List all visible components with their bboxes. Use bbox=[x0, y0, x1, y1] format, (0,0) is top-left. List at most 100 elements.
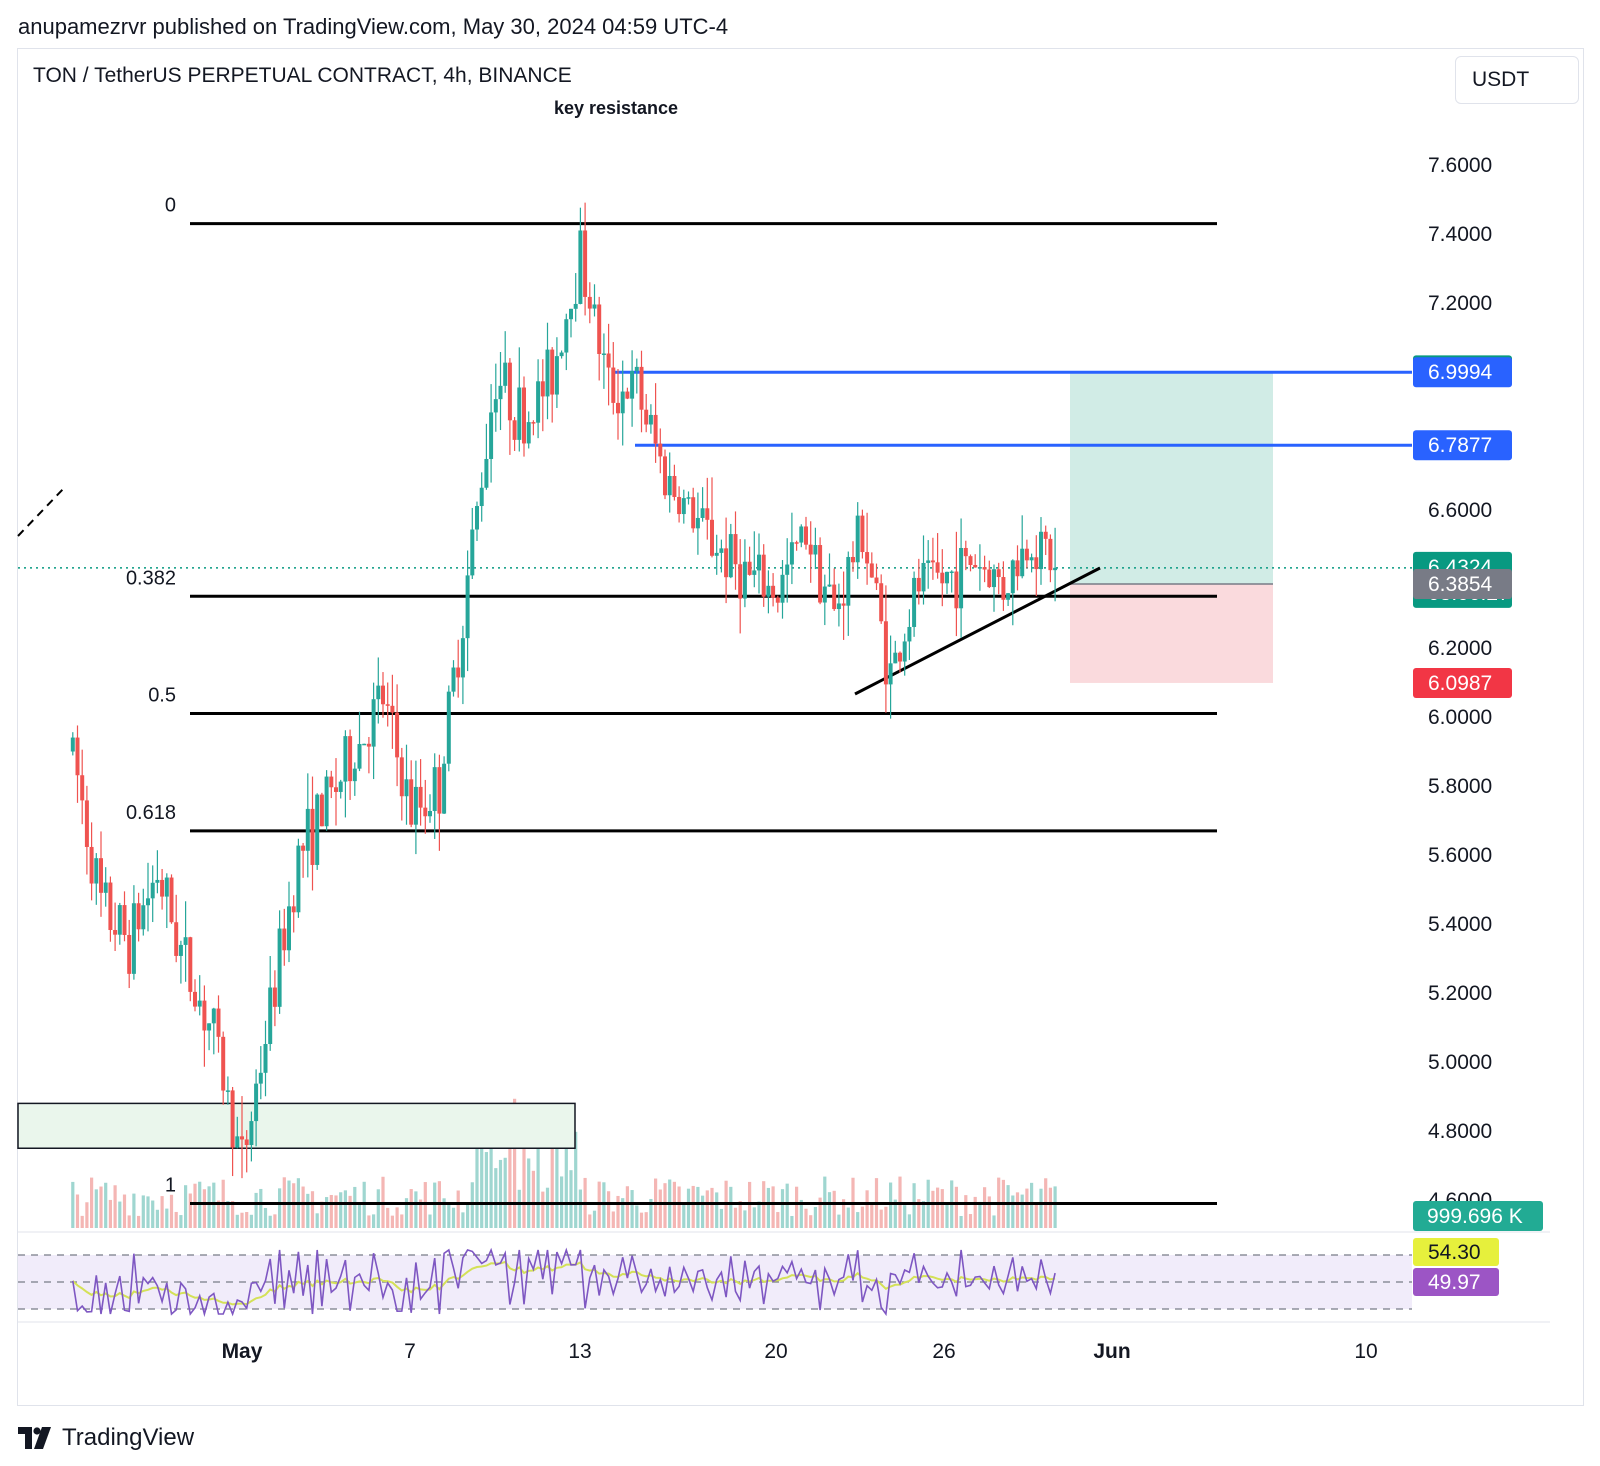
volume-bar bbox=[959, 1215, 963, 1228]
candle-body bbox=[959, 547, 964, 609]
volume-bar bbox=[414, 1191, 418, 1228]
volume-bar bbox=[259, 1188, 263, 1228]
currency-selector[interactable]: USDT bbox=[1455, 56, 1579, 104]
x-tick-label: 10 bbox=[1354, 1340, 1377, 1363]
volume-bar bbox=[639, 1212, 644, 1228]
candle-body bbox=[653, 414, 658, 444]
candle-body bbox=[357, 743, 362, 769]
volume-bar bbox=[447, 1202, 451, 1228]
volume-bar bbox=[912, 1183, 916, 1228]
candle-body bbox=[935, 562, 940, 573]
volume-bar bbox=[334, 1195, 338, 1228]
price-chart[interactable]: 0 0.382 0.5 0.618 1 key resistance 7.6000 7.40… bbox=[0, 0, 1600, 1410]
volume-bar bbox=[329, 1194, 333, 1228]
volume-bar bbox=[306, 1193, 310, 1228]
volume-bar bbox=[992, 1215, 996, 1228]
volume-bar bbox=[484, 1152, 488, 1228]
candle-body bbox=[343, 736, 348, 782]
candle-body bbox=[216, 1008, 221, 1037]
candle-body bbox=[611, 367, 616, 403]
candle-body bbox=[554, 356, 559, 395]
volume-bar bbox=[132, 1193, 136, 1228]
volume-bar bbox=[376, 1189, 380, 1228]
volume-bar bbox=[517, 1189, 521, 1228]
candle-body bbox=[301, 845, 306, 851]
chart-frame bbox=[17, 48, 1584, 1406]
y-tick-label: 6.0000 bbox=[1428, 706, 1492, 729]
volume-bar bbox=[550, 1131, 554, 1228]
candle-body bbox=[771, 585, 776, 598]
candle-body bbox=[804, 526, 808, 545]
candle-body bbox=[131, 903, 136, 974]
volume-bar bbox=[513, 1098, 517, 1228]
candle-body bbox=[324, 776, 329, 827]
candles-layer bbox=[70, 202, 1058, 1179]
volume-bar bbox=[184, 1185, 188, 1228]
volume-bar bbox=[419, 1199, 423, 1228]
volume-bar bbox=[729, 1186, 733, 1228]
volume-bar bbox=[541, 1191, 545, 1228]
volume-bar bbox=[607, 1191, 611, 1228]
candle-body bbox=[366, 743, 371, 747]
candle-body bbox=[174, 922, 179, 956]
volume-bar bbox=[987, 1196, 991, 1228]
candle-body bbox=[94, 858, 99, 884]
candle-body bbox=[578, 230, 583, 304]
stop-zone bbox=[1070, 584, 1273, 683]
candle-body bbox=[710, 519, 714, 556]
volume-bar bbox=[395, 1207, 399, 1228]
volume-bar bbox=[498, 1159, 503, 1228]
candle-body bbox=[395, 712, 400, 758]
candle-body bbox=[949, 571, 954, 574]
candle-body bbox=[851, 556, 855, 563]
volume-bar bbox=[263, 1207, 268, 1228]
tradingview-brand[interactable]: TradingView bbox=[18, 1424, 194, 1452]
volume-bar bbox=[80, 1215, 84, 1228]
candle-body bbox=[695, 517, 700, 529]
candle-body bbox=[785, 564, 790, 575]
volume-bar bbox=[635, 1205, 639, 1228]
candle-body bbox=[601, 353, 606, 356]
volume-bar bbox=[983, 1187, 987, 1228]
candle-body bbox=[296, 845, 301, 913]
candle-body bbox=[484, 458, 489, 488]
volume-bar bbox=[353, 1186, 357, 1228]
candle-body bbox=[169, 877, 174, 923]
volume-bar bbox=[696, 1186, 700, 1228]
volume-bar bbox=[480, 1133, 484, 1228]
volume-bar bbox=[90, 1177, 94, 1228]
candle-body bbox=[893, 652, 898, 664]
candle-body bbox=[912, 577, 917, 627]
candle-body bbox=[371, 699, 376, 747]
volume-bar bbox=[616, 1195, 620, 1228]
candle-body bbox=[526, 422, 531, 444]
volume-bar bbox=[343, 1190, 347, 1228]
candle-body bbox=[1034, 557, 1039, 570]
volume-bar bbox=[179, 1215, 183, 1228]
candle-body bbox=[855, 515, 860, 563]
target-zone bbox=[1070, 372, 1273, 585]
candle-body bbox=[470, 529, 475, 576]
volume-bar bbox=[475, 1110, 479, 1228]
candle-body bbox=[874, 577, 879, 584]
candle-body bbox=[963, 547, 968, 557]
candle-body bbox=[315, 794, 320, 865]
volume-bar bbox=[978, 1201, 982, 1228]
fib-label: 0.5 bbox=[148, 685, 176, 707]
candle-body bbox=[503, 362, 508, 386]
volume-bar bbox=[151, 1200, 155, 1228]
candle-body bbox=[945, 571, 949, 584]
candle-body bbox=[789, 542, 794, 565]
candle-body bbox=[428, 811, 432, 817]
candle-body bbox=[996, 569, 1001, 578]
position-zones bbox=[17, 372, 1273, 1150]
candle-body bbox=[244, 1139, 249, 1146]
chart-overlays: 0 0.382 0.5 0.618 1 key resistance bbox=[17, 98, 1412, 1205]
volume-bar bbox=[390, 1215, 394, 1228]
volume-bar bbox=[630, 1190, 634, 1228]
candle-body bbox=[334, 787, 338, 792]
candle-body bbox=[822, 586, 827, 603]
candle-body bbox=[794, 542, 799, 544]
candle-body bbox=[865, 552, 870, 564]
volume-bar bbox=[832, 1190, 836, 1228]
